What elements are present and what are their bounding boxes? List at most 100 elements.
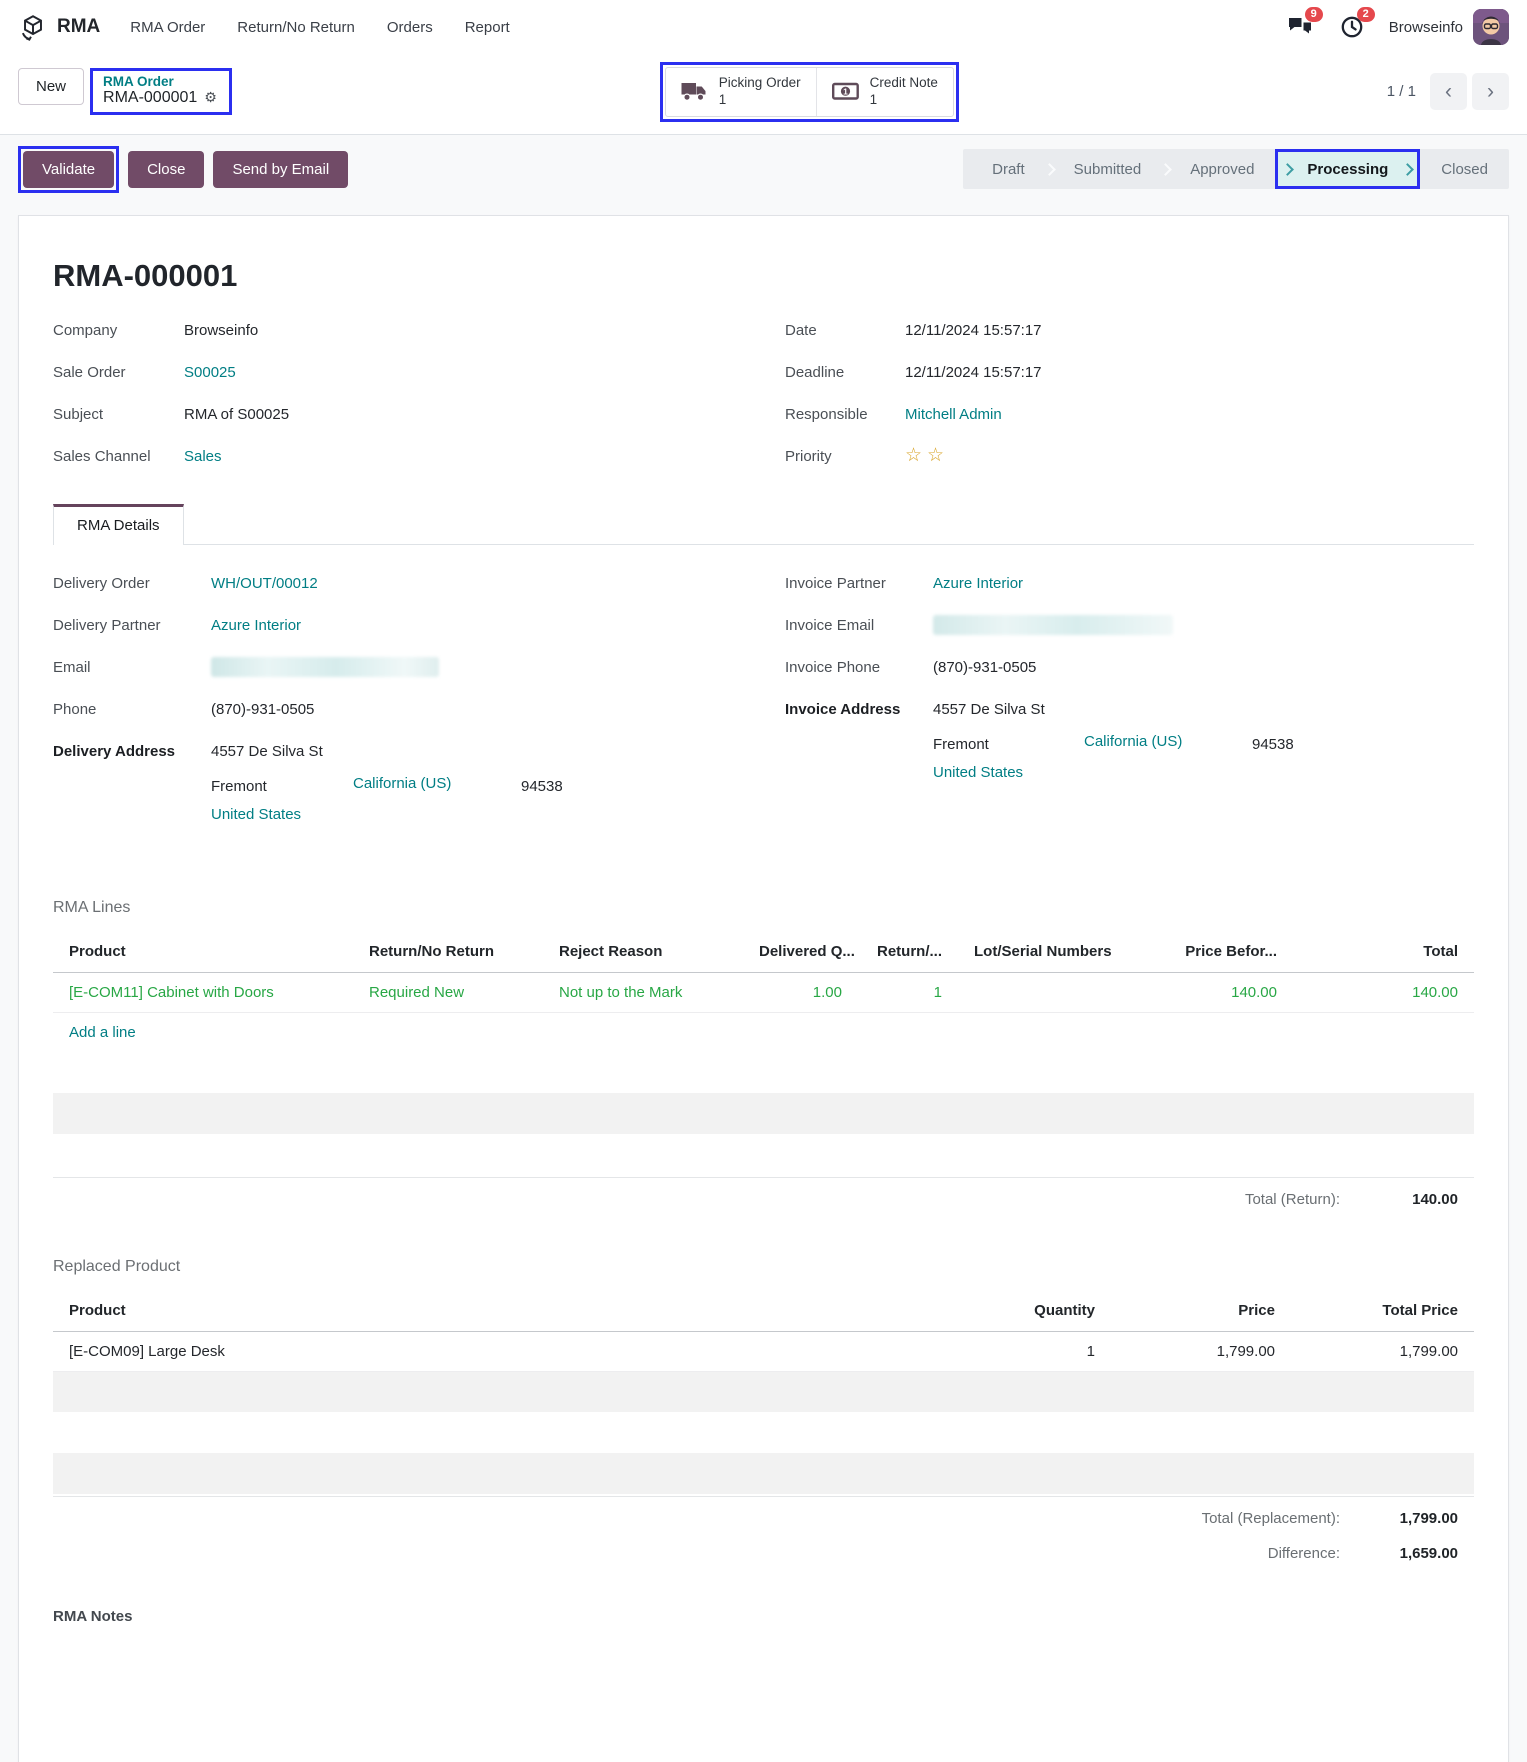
replaced-product-row[interactable]: [E-COM09] Large Desk 1 1,799.00 1,799.00 bbox=[53, 1331, 1474, 1372]
nav-item-orders[interactable]: Orders bbox=[386, 18, 433, 36]
activities-badge: 2 bbox=[1356, 7, 1375, 22]
delivery-order-link[interactable]: WH/OUT/00012 bbox=[211, 574, 318, 592]
cell-replaced-product[interactable]: [E-COM09] Large Desk bbox=[53, 1331, 921, 1372]
cell-lot-serial[interactable] bbox=[958, 972, 1113, 1013]
user-menu[interactable]: Browseinfo bbox=[1389, 9, 1509, 45]
cell-delivered-qty[interactable]: 1.00 bbox=[743, 972, 858, 1013]
col-quantity[interactable]: Quantity bbox=[921, 1291, 1111, 1332]
replacement-total-row: Total (Replacement): 1,799.00 bbox=[53, 1496, 1474, 1527]
col-total[interactable]: Total bbox=[1293, 932, 1474, 973]
empty-row bbox=[53, 1412, 1474, 1453]
delivery-state-link[interactable]: California (US) bbox=[353, 774, 452, 792]
col-return-no-return[interactable]: Return/No Return bbox=[353, 932, 543, 973]
col-product[interactable]: Product bbox=[53, 932, 353, 973]
status-step-closed[interactable]: Closed bbox=[1441, 160, 1488, 178]
empty-row bbox=[53, 1453, 1474, 1495]
status-step-processing[interactable]: Processing bbox=[1307, 160, 1389, 178]
tab-rma-details[interactable]: RMA Details bbox=[53, 503, 184, 545]
delivery-country-link[interactable]: United States bbox=[211, 805, 302, 823]
company-label: Company bbox=[53, 321, 118, 339]
priority-stars: ☆ ☆ bbox=[905, 443, 945, 468]
col-return-qty[interactable]: Return/... bbox=[858, 932, 958, 973]
pager-previous-button[interactable]: ‹ bbox=[1429, 73, 1467, 111]
subject-value: RMA of S00025 bbox=[184, 405, 290, 423]
status-step-submitted[interactable]: Submitted bbox=[1073, 160, 1142, 178]
picking-order-stat-button[interactable]: Picking Order 1 bbox=[666, 68, 816, 116]
sale-order-link[interactable]: S00025 bbox=[184, 363, 236, 381]
status-step-approved[interactable]: Approved bbox=[1190, 160, 1255, 178]
gear-icon[interactable]: ⚙ bbox=[204, 90, 217, 107]
invoice-state-link[interactable]: California (US) bbox=[1084, 732, 1183, 750]
credit-note-value: 1 bbox=[869, 91, 878, 107]
cell-price-before[interactable]: 140.00 bbox=[1113, 972, 1293, 1013]
star-icon[interactable]: ☆ bbox=[927, 443, 945, 466]
cell-return-type[interactable]: Required New bbox=[353, 972, 543, 1013]
col-total-price[interactable]: Total Price bbox=[1291, 1291, 1474, 1332]
col-delivered-qty[interactable]: Delivered Q... bbox=[743, 932, 858, 973]
difference-label: Difference: bbox=[1267, 1545, 1340, 1563]
responsible-label: Responsible bbox=[785, 405, 868, 423]
notebook-tabbar: RMA Details bbox=[53, 503, 1474, 545]
delivery-street: 4557 De Silva St bbox=[211, 742, 323, 760]
cell-return-qty[interactable]: 1 bbox=[858, 972, 958, 1013]
rma-logo-icon bbox=[18, 12, 48, 42]
invoice-email-label: Invoice Email bbox=[785, 616, 875, 634]
cell-reject-reason[interactable]: Not up to the Mark bbox=[543, 972, 743, 1013]
nav-item-report[interactable]: Report bbox=[464, 18, 510, 36]
record-title: RMA-000001 bbox=[53, 257, 238, 293]
add-a-line-row[interactable]: Add a line bbox=[53, 1012, 1474, 1052]
add-a-line-link[interactable]: Add a line bbox=[69, 1023, 136, 1041]
new-button[interactable]: New bbox=[18, 68, 85, 105]
rma-line-row[interactable]: [E-COM11] Cabinet with Doors Required Ne… bbox=[53, 972, 1474, 1013]
col-lot-serial[interactable]: Lot/Serial Numbers bbox=[958, 932, 1113, 973]
processing-annotation-box: Processing bbox=[1275, 149, 1421, 190]
sales-channel-link[interactable]: Sales bbox=[184, 447, 222, 465]
sales-channel-label: Sales Channel bbox=[53, 447, 151, 465]
chat-bubbles-icon bbox=[1287, 16, 1313, 38]
delivery-address-row: Fremont California (US) 94538 bbox=[211, 772, 663, 795]
credit-note-label: Credit Note bbox=[869, 75, 938, 90]
nav-item-rma-order[interactable]: RMA Order bbox=[130, 18, 206, 36]
responsible-link[interactable]: Mitchell Admin bbox=[905, 405, 1002, 423]
invoice-partner-link[interactable]: Azure Interior bbox=[933, 574, 1024, 592]
app-menu-brand[interactable]: RMA bbox=[18, 12, 100, 42]
close-button[interactable]: Close bbox=[128, 150, 205, 188]
invoice-address-row: Fremont California (US) 94538 bbox=[933, 730, 1403, 753]
company-value: Browseinfo bbox=[184, 321, 259, 339]
col-price-before[interactable]: Price Befor... bbox=[1113, 932, 1293, 973]
invoice-phone-label: Invoice Phone bbox=[785, 658, 881, 676]
activities-button[interactable]: 2 bbox=[1337, 7, 1375, 40]
delivery-partner-link[interactable]: Azure Interior bbox=[211, 616, 302, 634]
pager: 1 / 1 ‹ › bbox=[1387, 73, 1509, 111]
cell-total-price[interactable]: 1,799.00 bbox=[1291, 1331, 1474, 1372]
nav-right: 9 2 Browseinfo bbox=[1285, 7, 1509, 45]
status-step-draft[interactable]: Draft bbox=[992, 160, 1025, 178]
credit-note-stat-button[interactable]: 1 Credit Note 1 bbox=[815, 68, 953, 116]
priority-label: Priority bbox=[785, 447, 832, 465]
redacted-invoice-email-value[interactable] bbox=[933, 614, 1173, 635]
col-replaced-product[interactable]: Product bbox=[53, 1291, 921, 1332]
phone-value: (870)-931-0505 bbox=[211, 700, 315, 718]
messages-button[interactable]: 9 bbox=[1285, 7, 1323, 40]
control-panel: New RMA Order RMA-000001 ⚙ Picking Order bbox=[0, 54, 1527, 135]
rma-lines-heading: RMA Lines bbox=[53, 898, 131, 916]
validate-button[interactable]: Validate bbox=[23, 150, 115, 188]
avatar bbox=[1473, 9, 1509, 45]
invoice-country-link[interactable]: United States bbox=[933, 763, 1024, 781]
breadcrumb-parent[interactable]: RMA Order bbox=[103, 74, 174, 90]
col-price[interactable]: Price bbox=[1111, 1291, 1291, 1332]
star-icon[interactable]: ☆ bbox=[905, 443, 923, 466]
pager-next-button[interactable]: › bbox=[1471, 73, 1509, 111]
nav-item-return-no-return[interactable]: Return/No Return bbox=[237, 18, 355, 36]
cell-total[interactable]: 140.00 bbox=[1293, 972, 1474, 1013]
redacted-email-value[interactable] bbox=[211, 656, 439, 677]
rma-lines-table: Product Return/No Return Reject Reason D… bbox=[53, 932, 1474, 1175]
cell-price[interactable]: 1,799.00 bbox=[1111, 1331, 1291, 1372]
form-sheet: RMA-000001 Company Browseinfo Sale Order… bbox=[18, 214, 1509, 1762]
cell-quantity[interactable]: 1 bbox=[921, 1331, 1111, 1372]
send-by-email-button[interactable]: Send by Email bbox=[213, 150, 349, 188]
col-reject-reason[interactable]: Reject Reason bbox=[543, 932, 743, 973]
breadcrumb-current-label: RMA-000001 bbox=[103, 89, 198, 107]
replaced-product-heading: Replaced Product bbox=[53, 1257, 181, 1275]
cell-product[interactable]: [E-COM11] Cabinet with Doors bbox=[53, 972, 353, 1013]
